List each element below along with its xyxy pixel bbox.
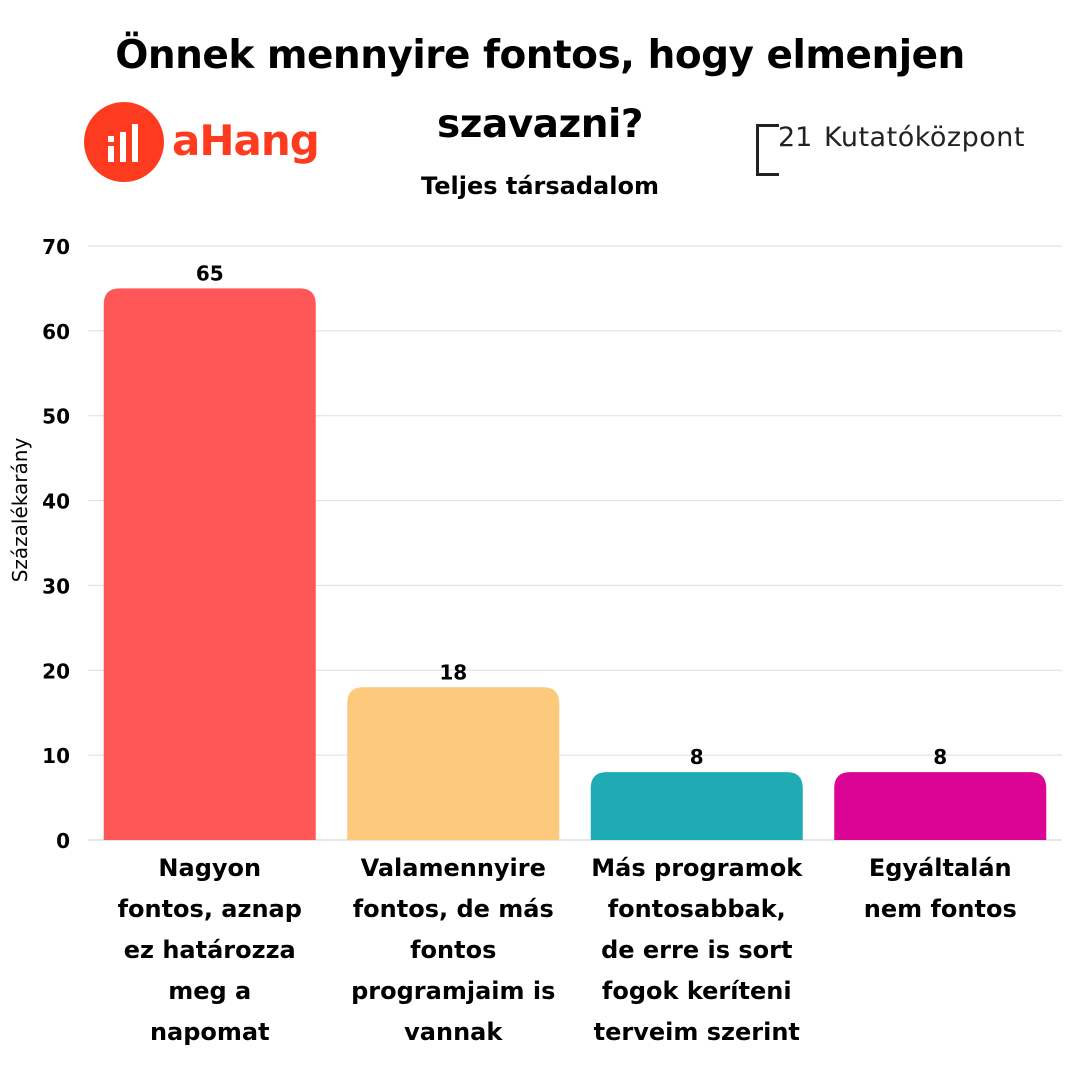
x-tick-label: Valamennyire fontos, de más fontos programj…	[338, 848, 568, 1053]
x-tick-label-line: Más programok	[591, 854, 803, 882]
ahang-logo-icon	[84, 102, 164, 182]
chart-title-line-2: szavazni?	[437, 102, 643, 147]
ahang-logo: aHang	[84, 100, 320, 184]
x-tick-label-line: Valamennyire	[360, 854, 546, 882]
logo-bracket	[756, 124, 779, 176]
x-tick-label: Nagyon fontos, aznap ez határozza meg a napo…	[95, 848, 325, 1053]
logo-number: 21	[778, 122, 813, 153]
data-label: 65	[196, 261, 224, 285]
bar	[834, 772, 1047, 840]
x-tick-label-line: vannak	[404, 1018, 503, 1046]
y-tick-label: 0	[56, 829, 70, 853]
x-tick-label-line: nem fontos	[863, 895, 1017, 923]
y-tick-label: 50	[42, 405, 70, 429]
x-tick-label-line: de erre is sort	[601, 936, 793, 964]
x-tick-label: Más programok fontosabbak, de erre is sort…	[582, 848, 812, 1053]
kutatokozpont-logo: 21 Kutatóközpont	[756, 122, 1056, 176]
y-axis-title: Százalékarány	[8, 438, 32, 583]
x-tick-label-line: programjaim is	[351, 977, 556, 1005]
bar	[590, 772, 803, 840]
ahang-logo-text: aHang	[172, 116, 320, 165]
x-tick-label-line: ez határozza	[123, 936, 296, 964]
chart-title-line-1: Önnek mennyire fontos, hogy elmenjen	[115, 33, 965, 78]
x-tick-label-line: fogok keríteni	[601, 977, 792, 1005]
logo-name: Kutatóközpont	[824, 122, 1025, 153]
y-tick-label: 10	[42, 744, 70, 768]
x-tick-label-line: fontos, aznap	[117, 895, 302, 923]
data-label: 8	[933, 745, 947, 769]
data-label: 8	[690, 745, 704, 769]
chart-subtitle: Teljes társadalom	[421, 172, 659, 200]
x-tick-label-line: fontosabbak,	[607, 895, 786, 923]
x-tick-label-line: fontos	[410, 936, 497, 964]
x-tick-label-line: fontos, de más	[352, 895, 554, 923]
x-tick-label-line: Egyáltalán	[868, 854, 1012, 882]
y-tick-label: 40	[42, 490, 70, 514]
bar	[347, 687, 560, 840]
y-tick-label: 30	[42, 574, 70, 598]
x-tick-label-line: meg a	[168, 977, 252, 1005]
y-tick-label: 60	[42, 320, 70, 344]
x-tick-label-line: terveim szerint	[593, 1018, 800, 1046]
bar	[103, 288, 316, 840]
x-tick-label-line: Nagyon	[158, 854, 262, 882]
x-tick-label: Egyáltalán nem fontos	[825, 848, 1055, 930]
y-tick-label: 70	[42, 235, 70, 259]
data-label: 18	[439, 660, 467, 684]
y-tick-label: 20	[42, 659, 70, 683]
x-tick-label-line: napomat	[149, 1018, 270, 1046]
